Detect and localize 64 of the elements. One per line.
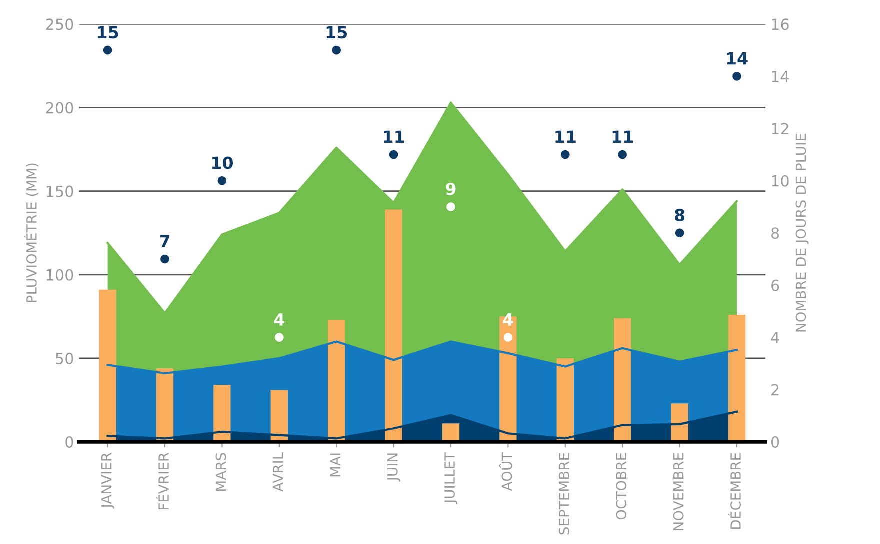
y-tick-label: 0	[66, 436, 74, 448]
data-label: 11	[612, 130, 634, 143]
data-label: 11	[384, 130, 404, 143]
y2-tick-label: 2	[772, 384, 779, 396]
y2-tick-label: 12	[772, 123, 788, 134]
bar	[214, 385, 231, 442]
y2-tick-label: 10	[772, 175, 789, 187]
x-tick-label: OCTOBRE	[616, 453, 627, 520]
y2-tick-label: 16	[772, 18, 789, 30]
point	[103, 46, 112, 55]
x-tick-label: MARS	[216, 453, 226, 492]
data-label: 15	[326, 26, 348, 39]
data-label: 15	[98, 26, 118, 39]
point	[389, 150, 398, 160]
point	[160, 254, 170, 264]
bar	[728, 314, 746, 442]
point	[332, 46, 341, 55]
y2-tick-label: 8	[771, 228, 780, 240]
bar	[442, 424, 460, 442]
bar	[99, 290, 116, 442]
bar	[328, 320, 346, 442]
y-tick-label: 200	[46, 102, 74, 114]
data-label: 8	[675, 208, 685, 222]
x-tick-label: JUIN	[388, 454, 400, 482]
data-label: 11	[556, 130, 576, 143]
data-label: 9	[446, 182, 456, 196]
point	[675, 228, 684, 238]
bar	[156, 368, 174, 442]
y2-tick-label: 4	[771, 332, 780, 344]
y2-tick-label: 0	[771, 436, 780, 448]
point	[275, 333, 284, 342]
data-label: 4	[503, 314, 514, 326]
bar	[556, 358, 574, 442]
x-tick-label: AOÛT	[499, 452, 512, 492]
y-axis-title: PLUVIOMÉTRIE (MM)	[24, 164, 39, 302]
bar	[671, 404, 688, 442]
bar	[385, 210, 402, 442]
data-label: 14	[727, 52, 748, 65]
y2-axis-title: NOMBRE DE JOURS DE PLUIE	[796, 134, 809, 332]
y2-tick-label: 14	[772, 71, 790, 82]
x-tick-label: JUILLET	[444, 452, 458, 504]
y-tick-label: 150	[46, 186, 74, 198]
y-tick-label: 250	[46, 18, 74, 30]
y-tick-label: 50	[56, 352, 74, 364]
point	[504, 333, 513, 342]
point	[446, 202, 456, 212]
data-label: 4	[274, 314, 284, 326]
bar	[614, 318, 632, 442]
bar	[270, 390, 288, 442]
x-tick-label: JANVIER	[102, 452, 114, 509]
y-tick-label: 100	[46, 269, 74, 281]
x-tick-label: NOVEMBRE	[673, 453, 684, 530]
x-tick-label: MAI	[330, 454, 340, 477]
data-label: 7	[160, 235, 170, 248]
x-tick-label: AVRIL	[273, 452, 284, 492]
data-label: 10	[212, 156, 233, 170]
x-tick-label: SEPTEMBRE	[558, 453, 570, 535]
point	[618, 150, 627, 160]
point	[218, 176, 227, 186]
x-tick-label: DÉCEMBRE	[728, 453, 742, 529]
point	[561, 150, 570, 160]
y2-tick-label: 6	[772, 280, 780, 292]
x-tick-label: FÉVRIER	[156, 452, 169, 510]
point	[732, 72, 742, 81]
